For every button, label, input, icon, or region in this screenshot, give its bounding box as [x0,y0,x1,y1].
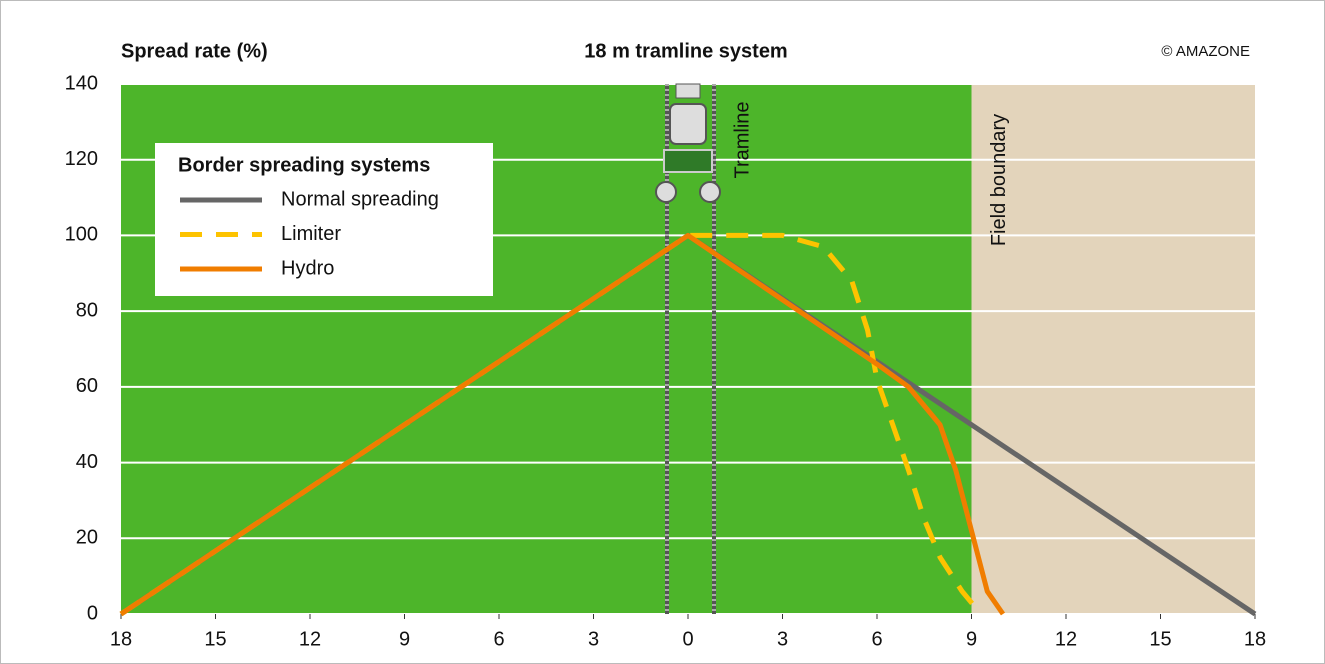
spreader-disc [655,181,677,203]
spreader-disc [699,181,721,203]
x-tick-label: 6 [493,628,504,650]
y-tick-label: 0 [87,602,98,624]
y-tick-label: 60 [76,375,98,397]
x-tick-label: 12 [299,628,321,650]
x-tick-label: 15 [1149,628,1171,650]
x-tick-label: 3 [588,628,599,650]
tractor-cab [669,103,707,145]
y-tick-label: 40 [76,451,98,473]
legend-label: Hydro [281,257,334,279]
x-tick-label: 18 [110,628,132,650]
y-tick-label: 140 [65,72,98,94]
field-boundary-label: Field boundary [988,114,1010,246]
x-tick-label: 15 [204,628,226,650]
series-line [119,232,1006,617]
tramline-label: Tramline [731,101,753,178]
x-tick-label: 18 [1244,628,1266,650]
x-tick-label: 0 [682,628,693,650]
y-tick-label: 100 [65,224,98,246]
legend-label: Normal spreading [281,188,439,210]
y-tick-label: 20 [76,527,98,549]
y-tick-label: 80 [76,299,98,321]
series-line [119,232,983,617]
boundary-area [971,84,1255,614]
x-tick-label: 9 [966,628,977,650]
x-tick-label: 12 [1055,628,1077,650]
legend-label: Limiter [281,223,341,245]
y-tick-label: 120 [65,148,98,170]
x-tick-label: 9 [399,628,410,650]
x-tick-label: 6 [871,628,882,650]
spreader-hopper [663,149,713,173]
x-tick-label: 3 [777,628,788,650]
chart-title: 18 m tramline system [584,40,787,62]
y-axis-label: Spread rate (%) [121,40,268,62]
legend-title: Border spreading systems [178,154,430,176]
tractor-hitch [675,83,701,99]
copyright: © AMAZONE [1161,43,1250,60]
